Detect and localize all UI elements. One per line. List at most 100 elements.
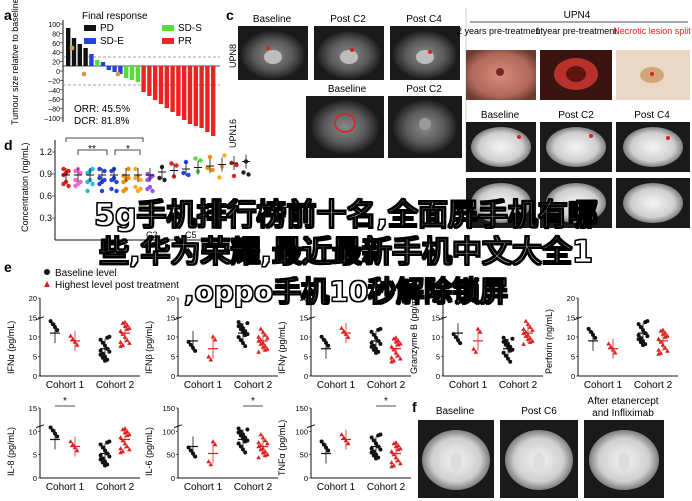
panel-e-point-baseline — [378, 447, 383, 452]
panel-e-sig: * — [384, 396, 388, 407]
panel-e-point-post — [212, 337, 218, 342]
panel-e-point-baseline — [593, 335, 598, 340]
overlay-line-2: 些,华为荣耀,最近最新手机中文大全1 — [99, 235, 594, 270]
panel-d-point — [181, 170, 186, 176]
panel-d-point — [162, 177, 167, 183]
panel-e-ylabel: IFNα (pg/mL) — [6, 321, 16, 374]
panel-e-point-post — [389, 460, 394, 465]
panel-e-point-post — [74, 342, 80, 347]
panel-d-point — [73, 168, 78, 174]
panel-e-ytick: 20 — [567, 294, 575, 303]
panel-d-point — [114, 188, 119, 194]
panel-a-bar — [205, 66, 210, 132]
panel-d-point — [121, 179, 126, 185]
panel-e-ytick: 100 — [295, 427, 308, 436]
panel-e-point-baseline — [238, 433, 243, 438]
panel-e-point-post — [530, 327, 535, 332]
panel-e-ytick: 15 — [29, 314, 37, 323]
panel-e-point-baseline — [321, 337, 326, 342]
panel-a-legend-label: SD-E — [100, 36, 124, 47]
panel-e-point-baseline — [371, 332, 376, 337]
panel-d-scatter-points — [61, 153, 251, 194]
upn4-title-0-line1: 2 years pre-treatment — [457, 26, 544, 36]
panel-e-point-post — [341, 435, 347, 440]
panel-a-ytick: –20 — [48, 78, 60, 85]
panel-e-point-baseline — [193, 348, 198, 353]
panel-e-point-post — [345, 334, 351, 339]
panel-e-ytick: 50 — [300, 451, 308, 460]
panel-e-point-baseline — [371, 453, 376, 458]
panel-e-point-baseline — [50, 428, 55, 433]
panel-e-xlabel-cohort2: Cohort 2 — [367, 380, 406, 391]
panel-d-point — [85, 188, 90, 194]
panel-e-point-post — [70, 442, 76, 447]
panel-e-point-post — [208, 462, 214, 467]
panel-e-point-baseline — [100, 340, 105, 345]
panel-e-point-baseline — [245, 427, 250, 432]
panel-e-point-baseline — [245, 321, 250, 326]
panel-d-point — [210, 167, 215, 173]
panel-e-point-baseline — [326, 343, 331, 348]
overlay-line-1: 5g手机排行榜前十名,全面屏手机有哪 — [94, 198, 599, 233]
panel-e-point-post — [265, 335, 270, 340]
panel-e-axis-break — [573, 316, 583, 321]
panel-e-axis-break — [173, 316, 183, 321]
panel-e-point-baseline — [238, 327, 243, 332]
panel-f-ct-2 — [584, 420, 664, 498]
panel-e-point-post — [208, 357, 214, 362]
panel-e-point-baseline — [643, 320, 648, 325]
panel-a-legend-swatch — [162, 25, 174, 31]
panel-e-point-post — [258, 432, 264, 437]
panel-e-point-baseline — [326, 448, 331, 453]
panel-a-bar — [100, 62, 106, 66]
panel-e-point-baseline — [48, 425, 53, 430]
panel-e-point-baseline — [508, 359, 513, 364]
panel-e-point-post — [124, 337, 130, 342]
panel-d-sig-1: * — [126, 144, 130, 155]
panel-e-point-post — [389, 355, 394, 360]
panel-e-ytick: 5 — [171, 353, 175, 362]
panel-e-point-baseline — [98, 457, 103, 462]
panel-e-point-baseline — [107, 349, 112, 354]
panel-e-ytick: 5 — [33, 451, 37, 460]
panel-e-xlabel-cohort1: Cohort 1 — [449, 380, 488, 391]
panel-a-legend-swatch — [162, 38, 174, 44]
upn16-title-0: Baseline — [328, 84, 367, 95]
panel-e-point-post — [389, 359, 394, 364]
panel-d-point — [234, 162, 239, 168]
panel-e-point-baseline — [369, 446, 374, 451]
panel-e-point-post — [120, 427, 126, 432]
panel-e-point-post — [608, 344, 614, 349]
panel-e-point-post — [206, 354, 211, 359]
panel-e-point-baseline — [638, 340, 643, 345]
upn16-title-1: Post C2 — [406, 84, 442, 95]
panel-a-bar — [77, 44, 82, 66]
panel-d-point — [241, 170, 246, 175]
panel-a-legend-title: Final response — [82, 11, 148, 22]
panel-e-point-baseline — [376, 433, 381, 438]
panel-e-ylabel: Granzyme B (pg/mL) — [409, 290, 419, 374]
panel-e-ytick: 5 — [304, 353, 308, 362]
panel-e-point-post — [389, 464, 394, 469]
panel-e-point-baseline — [98, 453, 103, 458]
panel-e-point-baseline — [638, 325, 643, 330]
panel-a-legend-swatch — [84, 25, 96, 31]
panel-e-point-baseline — [105, 335, 110, 340]
panel-f-title-2-line2: and Infliximab — [592, 408, 654, 419]
panel-e-point-post — [118, 450, 123, 455]
panel-e-ytick: 15 — [300, 314, 308, 323]
upn8-ct-post-c2 — [314, 26, 384, 80]
panel-d-point — [169, 161, 174, 166]
panel-d-ytick: 0.9 — [39, 169, 52, 179]
panel-e-point-baseline — [369, 450, 374, 455]
panel-e-point-post — [120, 438, 126, 443]
panel-d-point — [97, 175, 102, 181]
panel-d-point — [231, 173, 237, 179]
panel-e-point-post — [391, 336, 397, 341]
panel-d-point — [217, 175, 222, 180]
panel-d-xlabel-0: C2 — [146, 230, 158, 240]
panel-e-point-post — [210, 334, 216, 339]
panel-e-point-post — [606, 341, 611, 346]
panel-e: e Baseline level Highest level post trea… — [4, 259, 678, 493]
panel-e-point-baseline — [371, 347, 376, 352]
